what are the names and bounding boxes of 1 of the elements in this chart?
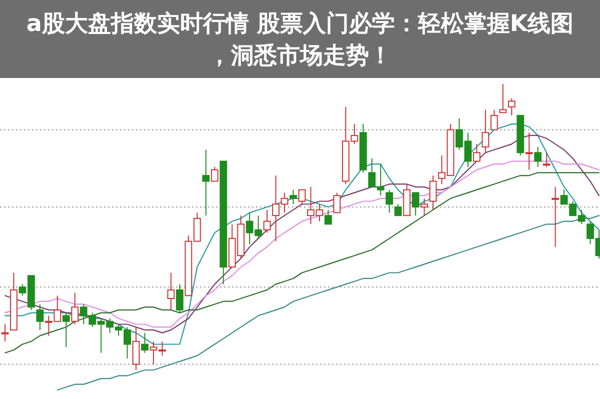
- chart-title: a股大盘指数实时行情 股票入门必学：轻松掌握K线图，洞悉市场走势！: [26, 10, 574, 70]
